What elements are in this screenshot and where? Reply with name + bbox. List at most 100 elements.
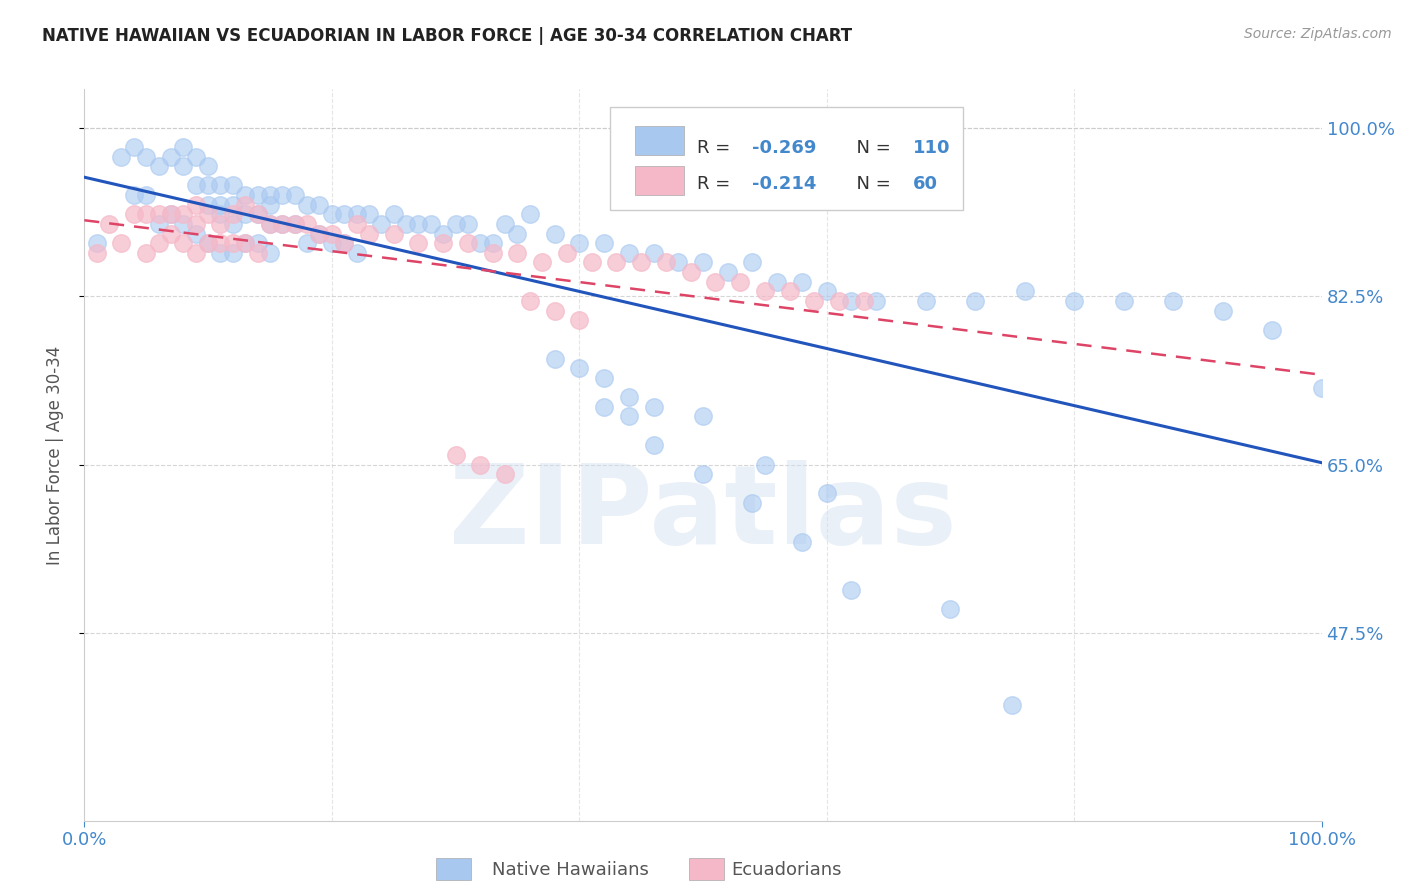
Point	[246, 245, 269, 260]
Point	[160, 207, 183, 221]
Point	[790, 534, 813, 549]
Point	[271, 217, 294, 231]
Point	[617, 390, 640, 404]
Point	[86, 236, 108, 251]
Point	[470, 458, 492, 472]
Point	[481, 236, 503, 251]
Point	[321, 207, 343, 221]
Point	[233, 236, 256, 251]
Point	[457, 236, 479, 251]
Point	[643, 438, 665, 452]
Point	[321, 227, 343, 241]
Text: ZIPatlas: ZIPatlas	[449, 460, 957, 567]
Text: R =: R =	[697, 139, 735, 157]
Text: Native Hawaiians: Native Hawaiians	[492, 861, 650, 879]
Point	[852, 293, 875, 308]
Point	[965, 293, 987, 308]
Point	[233, 197, 256, 211]
Point	[271, 188, 294, 202]
Point	[617, 409, 640, 424]
Point	[160, 150, 183, 164]
Point	[184, 150, 207, 164]
Point	[308, 197, 330, 211]
Point	[617, 245, 640, 260]
Point	[581, 255, 603, 269]
Point	[841, 582, 863, 597]
Point	[346, 245, 368, 260]
Point	[754, 458, 776, 472]
Point	[172, 207, 194, 221]
Text: R =: R =	[697, 176, 735, 194]
Point	[382, 227, 405, 241]
Point	[284, 217, 307, 231]
Point	[172, 159, 194, 173]
FancyBboxPatch shape	[636, 166, 685, 195]
Point	[222, 236, 245, 251]
Point	[184, 197, 207, 211]
Point	[148, 159, 170, 173]
Point	[815, 486, 838, 500]
Point	[209, 197, 232, 211]
Point	[284, 217, 307, 231]
Point	[865, 293, 887, 308]
Point	[1212, 303, 1234, 318]
Point	[444, 217, 467, 231]
Point	[1310, 380, 1333, 394]
Point	[284, 188, 307, 202]
Y-axis label: In Labor Force | Age 30-34: In Labor Force | Age 30-34	[45, 345, 63, 565]
Point	[197, 207, 219, 221]
Point	[197, 159, 219, 173]
Point	[233, 188, 256, 202]
Point	[333, 236, 356, 251]
Point	[259, 197, 281, 211]
Point	[246, 207, 269, 221]
Point	[519, 207, 541, 221]
Point	[259, 217, 281, 231]
Point	[1001, 698, 1024, 713]
Point	[519, 293, 541, 308]
Point	[704, 275, 727, 289]
Point	[692, 255, 714, 269]
Point	[122, 207, 145, 221]
Point	[308, 227, 330, 241]
Point	[679, 265, 702, 279]
Point	[148, 236, 170, 251]
Point	[172, 140, 194, 154]
Point	[135, 245, 157, 260]
Point	[357, 227, 380, 241]
Point	[135, 150, 157, 164]
Point	[630, 255, 652, 269]
Text: Ecuadorians: Ecuadorians	[731, 861, 842, 879]
Point	[122, 140, 145, 154]
Point	[643, 245, 665, 260]
Point	[643, 400, 665, 414]
Point	[271, 217, 294, 231]
Point	[494, 467, 516, 482]
Point	[209, 178, 232, 193]
Point	[605, 255, 627, 269]
Point	[209, 217, 232, 231]
FancyBboxPatch shape	[636, 126, 685, 155]
Point	[246, 207, 269, 221]
Text: 60: 60	[914, 176, 938, 194]
Point	[593, 400, 616, 414]
Point	[506, 245, 529, 260]
Point	[408, 217, 430, 231]
Point	[419, 217, 441, 231]
Point	[233, 236, 256, 251]
Point	[370, 217, 392, 231]
Point	[741, 255, 763, 269]
Text: N =: N =	[845, 176, 897, 194]
Point	[259, 245, 281, 260]
Point	[222, 217, 245, 231]
Point	[160, 227, 183, 241]
Point	[122, 188, 145, 202]
Point	[803, 293, 825, 308]
Point	[209, 236, 232, 251]
Point	[470, 236, 492, 251]
Point	[197, 236, 219, 251]
Point	[741, 496, 763, 510]
Point	[593, 371, 616, 385]
Point	[197, 178, 219, 193]
Point	[259, 188, 281, 202]
